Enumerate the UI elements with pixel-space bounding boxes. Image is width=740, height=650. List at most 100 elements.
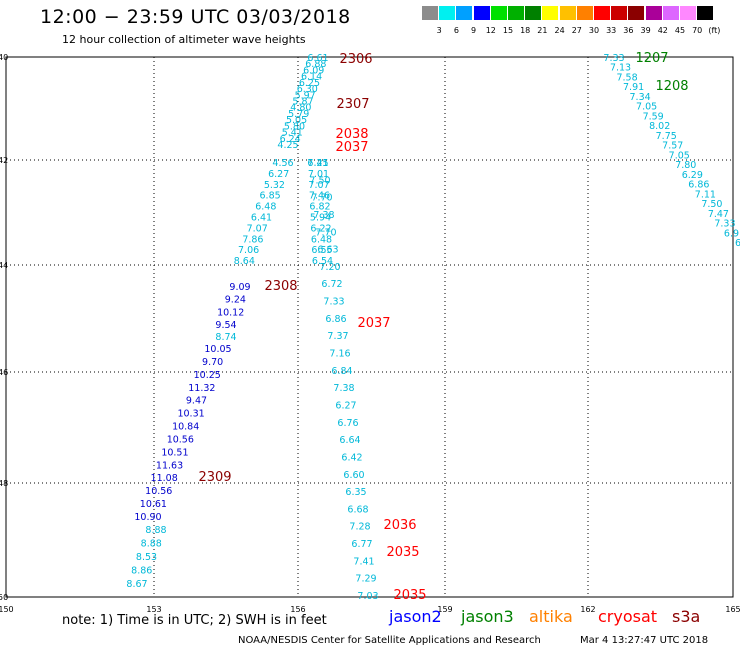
colorbar-label: 24 [554, 26, 565, 35]
colorbar-swatch [439, 6, 456, 20]
pass-time-label: 2035 [393, 588, 426, 603]
map-frame [5, 56, 734, 598]
wave-height-value: 6.63 [317, 245, 338, 256]
colorbar-swatch [697, 6, 714, 20]
colorbar-swatch [525, 6, 542, 20]
wave-height-value: 8.53 [136, 552, 157, 563]
wave-height-value: 8.64 [234, 256, 255, 267]
wave-height-value: 8.67 [126, 579, 147, 590]
wave-height-value: 6.22 [310, 223, 331, 234]
wave-height-value: 6.48 [255, 202, 276, 213]
wave-height-value: 8.74 [215, 332, 236, 343]
colorbar-label: 12 [485, 26, 496, 35]
wave-height-value: 10.56 [145, 486, 172, 497]
wave-height-value: 6.72 [321, 279, 342, 290]
satellite-legend-item: cryosat [598, 607, 658, 626]
y-tick-label: 40 [0, 53, 8, 62]
wave-height-value: 6.61 [307, 53, 328, 64]
wave-height-value: 7.50 [309, 175, 330, 186]
wave-height-value: 7.29 [355, 574, 376, 585]
pass-time-label: 1208 [655, 79, 688, 94]
wave-height-value: 7.80 [675, 160, 696, 171]
colorbar-label: 15 [502, 26, 514, 35]
wave-height-value: 5.97 [295, 90, 316, 101]
wave-height-value: 7.70 [311, 193, 332, 204]
colorbar-label: 39 [640, 26, 651, 35]
wave-height-value: 6.86 [325, 314, 346, 325]
wave-height-value: 7.38 [333, 383, 354, 394]
satellite-legend-item: jason2 [389, 607, 442, 626]
colorbar-swatch [542, 6, 559, 20]
colorbar-swatch [576, 6, 593, 20]
footnote: note: 1) Time is in UTC; 2) SWH is in fe… [62, 613, 327, 628]
wave-height-value: 7.33 [323, 297, 344, 308]
wave-height-value: 6.45 [307, 158, 328, 169]
wave-height-value: 7.46 [309, 191, 330, 202]
credit-line: NOAA/NESDIS Center for Satellite Applica… [238, 635, 541, 646]
wave-height-value: 7.20 [319, 262, 340, 273]
wave-height-value: 8.02 [649, 121, 670, 132]
wave-height-value: 7.57 [662, 141, 683, 152]
wave-height-value: 7.05 [669, 150, 690, 161]
wave-height-value: 7.28 [349, 522, 370, 533]
wave-height-value: 7.59 [643, 111, 664, 122]
wave-height-value: 6.9 [724, 228, 739, 239]
wave-height-value: 5.32 [264, 180, 285, 191]
y-tick-label: 46 [0, 368, 8, 377]
wave-height-value: 5.87 [292, 97, 313, 108]
wave-height-value: 7.16 [329, 349, 350, 360]
wave-height-value: 5.79 [288, 109, 309, 120]
wave-height-value: 10.12 [217, 307, 244, 318]
wave-height-value: 6.09 [303, 65, 324, 76]
x-tick-label: 153 [146, 605, 161, 614]
wave-height-value: 5.41 [282, 128, 303, 139]
wave-height-value: 6.77 [351, 539, 372, 550]
colorbar-swatch [628, 6, 645, 20]
wave-height-value: 9.47 [186, 396, 207, 407]
wave-height-value: 7.58 [616, 72, 637, 83]
colorbar-swatch [559, 6, 576, 20]
wave-height-value: 10.51 [161, 447, 188, 458]
wave-height-value: 7.50 [701, 199, 722, 210]
wave-height-value: 6.25 [299, 78, 320, 89]
colorbar-swatch [422, 6, 438, 20]
colorbar-label: 33 [606, 26, 617, 35]
wave-height-value: 7.33 [603, 53, 624, 64]
pass-time-label: 2037 [357, 316, 390, 331]
map-subtitle: 12 hour collection of altimeter wave hei… [62, 33, 306, 46]
wave-height-value: 6.29 [682, 170, 703, 181]
wave-height-value: 10.25 [194, 370, 221, 381]
wave-height-value: 4.56 [272, 158, 293, 169]
wave-height-value: 7.37 [327, 331, 348, 342]
colorbar-label: 45 [674, 26, 686, 35]
wave-height-value: 10.61 [140, 499, 167, 510]
pass-time-label: 2035 [386, 545, 419, 560]
pass-time-label: 2306 [339, 52, 372, 67]
satellite-legend-item: altika [529, 607, 573, 626]
colorbar-label: 30 [588, 26, 600, 35]
wave-height-value: 7.07 [308, 180, 329, 191]
colorbar-swatch [456, 6, 473, 20]
y-tick-label: 42 [0, 156, 8, 165]
colorbar-swatch [594, 6, 610, 20]
colorbar-label: (ft) [708, 26, 721, 35]
wave-height-value: 7.75 [656, 131, 677, 142]
pass-time-label: 2308 [264, 279, 297, 294]
wave-height-value: 6.60 [343, 470, 364, 481]
wave-height-value: 11.32 [188, 383, 215, 394]
x-tick-label: 162 [580, 605, 595, 614]
colorbar-label: 9 [471, 26, 477, 35]
pass-time-label: 2036 [383, 518, 416, 533]
wave-height-value: 7.03 [357, 591, 378, 602]
wave-height-value: 8.86 [131, 566, 152, 577]
wave-height-value: 6.48 [311, 234, 332, 245]
x-tick-label: 165 [725, 605, 740, 614]
wave-height-value: 11.08 [151, 473, 178, 484]
generation-timestamp: Mar 4 13:27:47 UTC 2018 [580, 635, 709, 646]
wave-height-value: 9.54 [215, 320, 236, 331]
wave-height-value: 4.80 [290, 103, 311, 114]
wave-height-value: 5.80 [284, 121, 305, 132]
wave-height-value: 6.82 [309, 202, 330, 213]
wave-height-value: 6.42 [341, 452, 362, 463]
